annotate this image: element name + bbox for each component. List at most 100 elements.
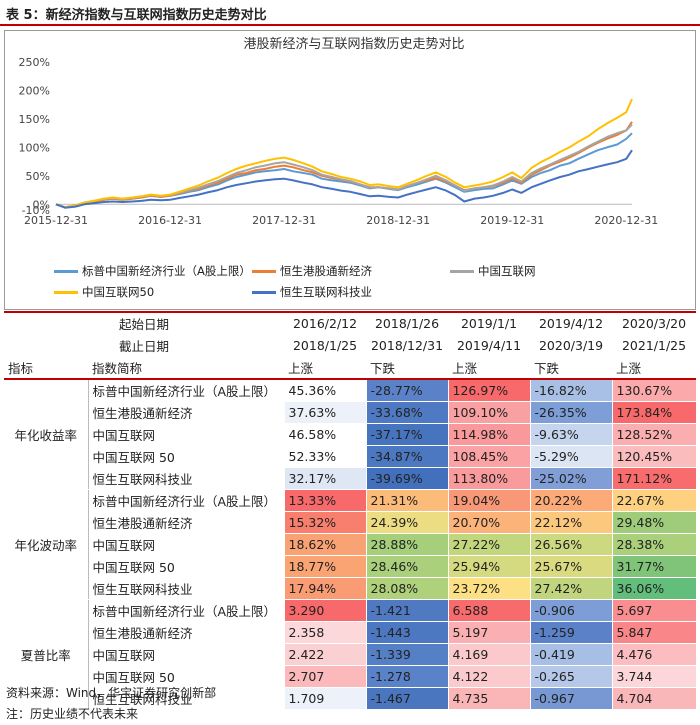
value-cell: 173.84% [611,401,697,424]
value-cell: -16.82% [529,379,613,402]
legend-label: 标普中国新经济行业（A股上限） [82,264,251,278]
value-cell: -1.467 [365,687,449,710]
value-cell: 113.80% [447,467,531,490]
table-row: 恒生港股通新经济 15.32% 24.39% 20.70% 22.12% 29.48% [4,511,697,534]
end-date: 2018/12/31 [366,334,449,357]
legend-item: 标普中国新经济行业（A股上限） [54,263,251,279]
series-line [55,121,633,209]
value-cell: 28.46% [365,555,449,578]
value-cell: -25.02% [529,467,613,490]
group-label: 年化收益率 [4,379,89,490]
start-date: 2016/2/12 [284,311,367,335]
chart-title: 港股新经济与互联网指数历史走势对比 [243,36,464,52]
value-cell: -0.265 [529,665,613,688]
value-cell: 36.06% [611,577,697,600]
index-name: 恒生港股通新经济 [88,401,285,424]
value-cell: 18.77% [283,555,367,578]
table-row: 恒生港股通新经济 37.63% -33.68% 109.10% -26.35% 173.8… [4,401,697,424]
legend-swatch [54,270,78,273]
end-date: 2020/3/19 [530,334,613,357]
value-cell: -26.35% [529,401,613,424]
trend-label: 上涨 [448,356,531,380]
x-tick-label: 2019-12-31 [480,214,544,227]
value-cell: 5.197 [447,621,531,644]
value-cell: 4.704 [611,687,697,710]
index-name: 中国互联网 [88,533,285,556]
value-cell: 17.94% [283,577,367,600]
index-name: 恒生互联网科技业 [88,577,285,600]
index-name: 标普中国新经济行业（A股上限） [88,379,285,402]
index-name: 恒生互联网科技业 [88,687,285,710]
start-date-label: 起始日期 [4,311,285,335]
value-cell: 29.48% [611,511,697,534]
value-cell: -34.87% [365,445,449,468]
end-date: 2019/4/11 [448,334,531,357]
index-name: 恒生互联网科技业 [88,467,285,490]
value-cell: 28.08% [365,577,449,600]
start-date: 2018/1/26 [366,311,449,335]
group-label: 年化波动率 [4,489,89,600]
chart-frame [4,30,696,310]
value-cell: 20.70% [447,511,531,534]
value-cell: 2.358 [283,621,367,644]
value-cell: 45.36% [283,379,367,402]
legend-swatch [450,270,474,273]
start-date: 2019/4/12 [530,311,613,335]
x-tick-label: 2016-12-31 [138,214,202,227]
legend-label: 恒生互联网科技业 [280,285,372,299]
series-line [55,123,633,209]
index-name: 恒生港股通新经济 [88,511,285,534]
value-cell: 23.72% [447,577,531,600]
table-row: 中国互联网 50 2.707 -1.278 4.122 -0.265 3.744 [4,665,697,688]
value-cell: 22.12% [529,511,613,534]
y-tick-label: 0% [33,198,50,211]
index-name: 中国互联网 50 [88,555,285,578]
stats-table: 起始日期 2016/2/12 2018/1/26 2019/1/1 2019/4… [4,311,697,710]
table-row: 恒生港股通新经济 2.358 -1.443 5.197 -1.259 5.847 [4,621,697,644]
value-cell: 19.04% [447,489,531,512]
value-cell: 5.847 [611,621,697,644]
value-cell: 32.17% [283,467,367,490]
value-cell: 22.67% [611,489,697,512]
value-cell: -1.443 [365,621,449,644]
end-date-row: 截止日期 2018/1/25 2018/12/31 2019/4/11 2020… [4,334,697,357]
value-cell: 109.10% [447,401,531,424]
index-header: 指数简称 [88,356,285,380]
value-cell: 108.45% [447,445,531,468]
series-line [55,149,633,209]
trend-label: 下跌 [530,356,613,380]
legend-label: 恒生港股通新经济 [280,264,372,278]
end-date: 2021/1/25 [612,334,697,357]
trend-label: 上涨 [612,356,697,380]
y-tick-label: -10% [22,204,50,217]
value-cell: 120.45% [611,445,697,468]
value-cell: 126.97% [447,379,531,402]
value-cell: -0.906 [529,599,613,622]
x-tick-label: 2017-12-31 [252,214,316,227]
value-cell: 114.98% [447,423,531,446]
value-cell: 25.67% [529,555,613,578]
value-cell: 4.169 [447,643,531,666]
value-cell: 37.63% [283,401,367,424]
value-cell: 20.22% [529,489,613,512]
value-cell: 2.422 [283,643,367,666]
disclaimer-note: 注：历史业绩不代表未来 [6,707,139,721]
legend-swatch [252,270,276,273]
table-row: 恒生互联网科技业 1.709 -1.467 4.735 -0.967 4.704 [4,687,697,710]
legend-label: 中国互联网50 [82,285,155,299]
indicator-header: 指标 [4,356,88,380]
value-cell: 4.735 [447,687,531,710]
legend-label: 中国互联网 [478,264,536,278]
value-cell: 128.52% [611,423,697,446]
value-cell: -1.278 [365,665,449,688]
index-name: 中国互联网 50 [88,665,285,688]
value-cell: -5.29% [529,445,613,468]
value-cell: -0.419 [529,643,613,666]
table-row: 中国互联网 2.422 -1.339 4.169 -0.419 4.476 [4,643,697,666]
value-cell: 6.588 [447,599,531,622]
legend-swatch [252,291,276,294]
x-tick-label: 2020-12-31 [594,214,658,227]
start-date: 2020/3/20 [612,311,697,335]
value-cell: -39.69% [365,467,449,490]
value-cell: -1.339 [365,643,449,666]
